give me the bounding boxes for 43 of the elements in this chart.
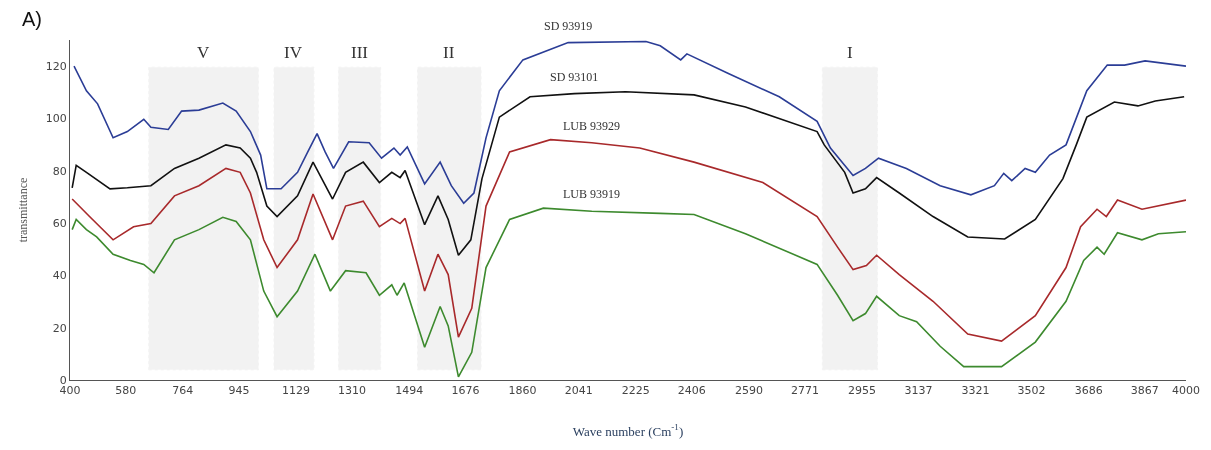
band-label: I — [847, 43, 853, 62]
x-tick-label: 945 — [228, 384, 250, 398]
y-tick-label: 100 — [45, 112, 67, 126]
y-tick-label: 80 — [52, 164, 67, 178]
x-tick-label: 3686 — [1074, 384, 1103, 398]
x-tick-label: 2406 — [677, 384, 706, 398]
x-tick-label: 3137 — [904, 384, 933, 398]
x-tick-label: 3321 — [961, 384, 990, 398]
x-tick-label: 1860 — [508, 384, 537, 398]
y-tick-label: 20 — [52, 321, 67, 335]
band-label: IV — [284, 43, 303, 62]
x-tick-label: 3867 — [1130, 384, 1159, 398]
x-tick-label: 2771 — [791, 384, 820, 398]
y-tick-label: 60 — [52, 216, 67, 230]
series-label: SD 93919 — [544, 19, 593, 33]
x-tick-label: 580 — [115, 384, 137, 398]
x-tick-label: 3502 — [1017, 384, 1046, 398]
line-series — [73, 40, 1186, 204]
x-tick-label: 764 — [172, 384, 194, 398]
band-label: V — [197, 43, 210, 62]
series-label: SD 93101 — [550, 70, 599, 84]
y-tick-label: 120 — [45, 60, 67, 73]
band-label: II — [443, 43, 455, 62]
x-tick-label: 2041 — [564, 384, 593, 398]
line-series — [71, 90, 1185, 257]
series-label: LUB 93919 — [563, 187, 620, 201]
band-label: III — [351, 43, 369, 62]
x-tick-label: 400 — [59, 384, 81, 398]
y-tick-label: 0 — [59, 373, 67, 387]
x-tick-label: 1310 — [338, 384, 367, 398]
line-series — [71, 138, 1186, 342]
x-tick-label: 2590 — [734, 384, 763, 398]
x-tick-label: 2225 — [621, 384, 650, 398]
y-tick-label: 40 — [52, 269, 67, 283]
y-axis-title: transmittance — [16, 177, 31, 243]
series-label: LUB 93929 — [563, 119, 620, 133]
x-tick-label: 2955 — [848, 384, 877, 398]
x-tick-label: 4000 — [1172, 384, 1200, 398]
x-tick-label: 1494 — [395, 384, 424, 398]
x-tick-label: 1129 — [281, 384, 310, 398]
x-axis-title: Wave number (Cm$^{-1}$) — [572, 422, 684, 439]
x-tick-label: 1676 — [451, 384, 480, 398]
text: A) — [22, 8, 42, 30]
